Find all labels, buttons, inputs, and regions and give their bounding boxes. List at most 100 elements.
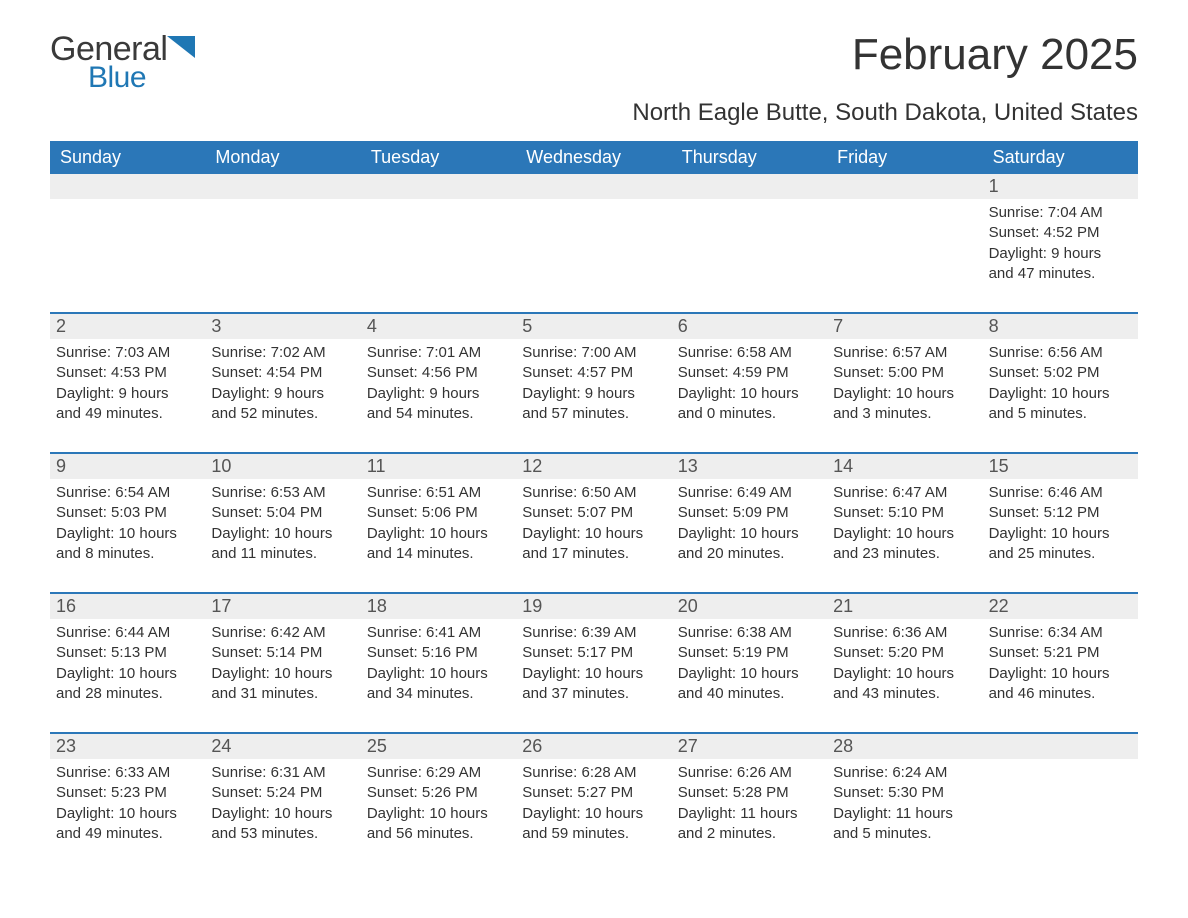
daylight2-text: and 34 minutes. xyxy=(367,684,510,704)
day-cell: Sunrise: 6:33 AMSunset: 5:23 PMDaylight:… xyxy=(50,759,205,872)
sunset-text: Sunset: 5:23 PM xyxy=(56,783,199,803)
sunrise-text: Sunrise: 7:00 AM xyxy=(522,343,665,363)
sunrise-text: Sunrise: 6:54 AM xyxy=(56,483,199,503)
daylight1-text: Daylight: 9 hours xyxy=(989,244,1132,264)
week-row: 16171819202122Sunrise: 6:44 AMSunset: 5:… xyxy=(50,592,1138,732)
day-number: 2 xyxy=(50,314,205,339)
daylight1-text: Daylight: 10 hours xyxy=(989,384,1132,404)
daylight1-text: Daylight: 10 hours xyxy=(522,804,665,824)
sunset-text: Sunset: 4:56 PM xyxy=(367,363,510,383)
daylight1-text: Daylight: 10 hours xyxy=(211,804,354,824)
day-number xyxy=(50,174,205,199)
day-number xyxy=(672,174,827,199)
daynum-row: 2345678 xyxy=(50,314,1138,339)
sunrise-text: Sunrise: 6:46 AM xyxy=(989,483,1132,503)
daylight2-text: and 25 minutes. xyxy=(989,544,1132,564)
sunset-text: Sunset: 5:12 PM xyxy=(989,503,1132,523)
day-number: 25 xyxy=(361,734,516,759)
day-cell xyxy=(50,199,205,312)
day-number: 19 xyxy=(516,594,671,619)
daylight2-text: and 28 minutes. xyxy=(56,684,199,704)
day-number: 8 xyxy=(983,314,1138,339)
day-cell: Sunrise: 7:01 AMSunset: 4:56 PMDaylight:… xyxy=(361,339,516,452)
day-cell: Sunrise: 6:56 AMSunset: 5:02 PMDaylight:… xyxy=(983,339,1138,452)
sunrise-text: Sunrise: 7:02 AM xyxy=(211,343,354,363)
daylight1-text: Daylight: 10 hours xyxy=(367,524,510,544)
daylight2-text: and 11 minutes. xyxy=(211,544,354,564)
day-cell xyxy=(983,759,1138,872)
day-cell: Sunrise: 6:24 AMSunset: 5:30 PMDaylight:… xyxy=(827,759,982,872)
sunset-text: Sunset: 5:09 PM xyxy=(678,503,821,523)
day-cell: Sunrise: 6:28 AMSunset: 5:27 PMDaylight:… xyxy=(516,759,671,872)
page-title: February 2025 xyxy=(852,30,1138,80)
sunset-text: Sunset: 5:28 PM xyxy=(678,783,821,803)
day-cell: Sunrise: 6:49 AMSunset: 5:09 PMDaylight:… xyxy=(672,479,827,592)
day-cell: Sunrise: 6:47 AMSunset: 5:10 PMDaylight:… xyxy=(827,479,982,592)
week-row: 9101112131415Sunrise: 6:54 AMSunset: 5:0… xyxy=(50,452,1138,592)
day-number: 9 xyxy=(50,454,205,479)
day-number: 28 xyxy=(827,734,982,759)
daylight2-text: and 56 minutes. xyxy=(367,824,510,844)
brand-logo: General Blue xyxy=(50,30,195,95)
daylight2-text: and 49 minutes. xyxy=(56,404,199,424)
sunrise-text: Sunrise: 6:28 AM xyxy=(522,763,665,783)
daylight1-text: Daylight: 10 hours xyxy=(211,664,354,684)
sunset-text: Sunset: 5:21 PM xyxy=(989,643,1132,663)
day-cell: Sunrise: 7:02 AMSunset: 4:54 PMDaylight:… xyxy=(205,339,360,452)
day-cell: Sunrise: 6:54 AMSunset: 5:03 PMDaylight:… xyxy=(50,479,205,592)
sunrise-text: Sunrise: 6:58 AM xyxy=(678,343,821,363)
day-cell: Sunrise: 6:53 AMSunset: 5:04 PMDaylight:… xyxy=(205,479,360,592)
daylight1-text: Daylight: 10 hours xyxy=(678,524,821,544)
day-number: 22 xyxy=(983,594,1138,619)
daylight1-text: Daylight: 10 hours xyxy=(833,384,976,404)
daylight1-text: Daylight: 10 hours xyxy=(522,524,665,544)
day-cell: Sunrise: 7:00 AMSunset: 4:57 PMDaylight:… xyxy=(516,339,671,452)
sunset-text: Sunset: 5:06 PM xyxy=(367,503,510,523)
sunset-text: Sunset: 4:59 PM xyxy=(678,363,821,383)
sunrise-text: Sunrise: 6:33 AM xyxy=(56,763,199,783)
day-cell: Sunrise: 7:04 AMSunset: 4:52 PMDaylight:… xyxy=(983,199,1138,312)
sunset-text: Sunset: 5:30 PM xyxy=(833,783,976,803)
daylight2-text: and 20 minutes. xyxy=(678,544,821,564)
day-cell: Sunrise: 6:36 AMSunset: 5:20 PMDaylight:… xyxy=(827,619,982,732)
sunrise-text: Sunrise: 7:04 AM xyxy=(989,203,1132,223)
day-cell: Sunrise: 6:44 AMSunset: 5:13 PMDaylight:… xyxy=(50,619,205,732)
day-number xyxy=(983,734,1138,759)
day-number xyxy=(361,174,516,199)
daylight2-text: and 47 minutes. xyxy=(989,264,1132,284)
daylight2-text: and 8 minutes. xyxy=(56,544,199,564)
daylight2-text: and 46 minutes. xyxy=(989,684,1132,704)
weeks-container: 1Sunrise: 7:04 AMSunset: 4:52 PMDaylight… xyxy=(50,174,1138,872)
sunrise-text: Sunrise: 6:36 AM xyxy=(833,623,976,643)
daylight1-text: Daylight: 10 hours xyxy=(367,804,510,824)
sunset-text: Sunset: 5:00 PM xyxy=(833,363,976,383)
daylight2-text: and 57 minutes. xyxy=(522,404,665,424)
daynum-row: 16171819202122 xyxy=(50,594,1138,619)
daylight1-text: Daylight: 10 hours xyxy=(522,664,665,684)
daylight1-text: Daylight: 10 hours xyxy=(56,664,199,684)
dayhead-thursday: Thursday xyxy=(672,141,827,174)
day-number: 1 xyxy=(983,174,1138,199)
day-number: 18 xyxy=(361,594,516,619)
sunset-text: Sunset: 5:17 PM xyxy=(522,643,665,663)
day-number: 27 xyxy=(672,734,827,759)
day-number: 12 xyxy=(516,454,671,479)
sunset-text: Sunset: 5:13 PM xyxy=(56,643,199,663)
day-cell: Sunrise: 6:58 AMSunset: 4:59 PMDaylight:… xyxy=(672,339,827,452)
daynum-row: 1 xyxy=(50,174,1138,199)
sunset-text: Sunset: 5:24 PM xyxy=(211,783,354,803)
day-number: 5 xyxy=(516,314,671,339)
sunrise-text: Sunrise: 6:50 AM xyxy=(522,483,665,503)
day-cell: Sunrise: 6:46 AMSunset: 5:12 PMDaylight:… xyxy=(983,479,1138,592)
day-cell: Sunrise: 6:42 AMSunset: 5:14 PMDaylight:… xyxy=(205,619,360,732)
daylight2-text: and 14 minutes. xyxy=(367,544,510,564)
sunrise-text: Sunrise: 6:57 AM xyxy=(833,343,976,363)
sunrise-text: Sunrise: 6:44 AM xyxy=(56,623,199,643)
daylight1-text: Daylight: 10 hours xyxy=(211,524,354,544)
daylight1-text: Daylight: 10 hours xyxy=(833,524,976,544)
sunrise-text: Sunrise: 6:24 AM xyxy=(833,763,976,783)
day-number: 23 xyxy=(50,734,205,759)
day-number: 3 xyxy=(205,314,360,339)
sunset-text: Sunset: 5:04 PM xyxy=(211,503,354,523)
day-number: 21 xyxy=(827,594,982,619)
